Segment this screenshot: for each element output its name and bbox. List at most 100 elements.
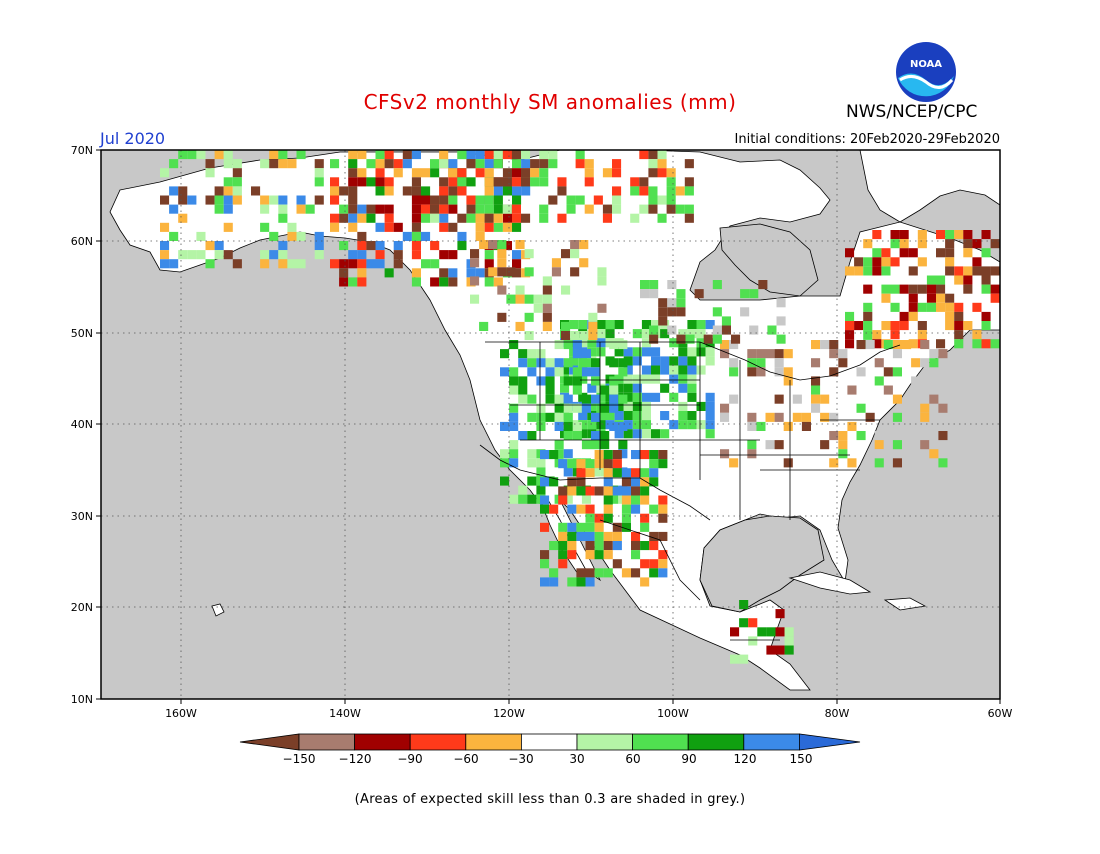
- anomaly-cell: [609, 403, 619, 413]
- anomaly-cell: [518, 431, 528, 441]
- anomaly-cell: [863, 266, 873, 276]
- anomaly-cell: [649, 459, 659, 469]
- anomaly-cell: [675, 186, 685, 196]
- anomaly-cell: [863, 321, 873, 331]
- anomaly-cell: [493, 222, 503, 232]
- legend-swatch-4: [465, 733, 522, 751]
- anomaly-cell: [585, 550, 595, 560]
- anomaly-cell: [775, 609, 785, 619]
- anomaly-cell: [929, 440, 939, 450]
- anomaly-cell: [223, 159, 233, 169]
- anomaly-cell: [623, 347, 633, 357]
- anomaly-cell: [639, 204, 649, 214]
- anomaly-cell: [287, 259, 297, 269]
- anomaly-cell: [687, 356, 697, 366]
- anomaly-cell: [448, 277, 458, 287]
- anomaly-cell: [260, 159, 270, 169]
- anomaly-cell: [847, 421, 857, 431]
- anomaly-cell: [594, 486, 604, 496]
- anomaly-cell: [591, 376, 601, 386]
- anomaly-cell: [558, 550, 568, 560]
- anomaly-cell: [749, 325, 759, 335]
- anomaly-cell: [585, 522, 595, 532]
- anomaly-cell: [640, 477, 650, 487]
- anomaly-cell: [533, 294, 543, 304]
- anomaly-cell: [393, 250, 403, 260]
- anomaly-cell: [551, 258, 561, 268]
- anomaly-cell: [160, 222, 170, 232]
- anomaly-cell: [649, 468, 659, 478]
- anomaly-cell: [676, 307, 686, 317]
- anomaly-cell: [563, 494, 573, 504]
- anomaly-cell: [214, 195, 224, 205]
- anomaly-cell: [536, 458, 546, 468]
- anomaly-cell: [623, 429, 633, 439]
- anomaly-cell: [890, 230, 900, 240]
- anomaly-cell: [612, 531, 622, 541]
- anomaly-cell: [484, 186, 494, 196]
- anomaly-cell: [357, 213, 367, 223]
- anomaly-cell: [330, 177, 340, 187]
- anomaly-cell: [567, 541, 577, 551]
- anomaly-cell: [479, 240, 489, 250]
- anomaly-cell: [892, 440, 902, 450]
- anomaly-cell: [251, 186, 261, 196]
- anomaly-cell: [566, 195, 576, 205]
- anomaly-cell: [603, 550, 613, 560]
- anomaly-cell: [439, 150, 449, 160]
- anomaly-cell: [612, 159, 622, 169]
- anomaly-cell: [649, 334, 659, 344]
- legend-label-30: 30: [569, 752, 585, 766]
- anomaly-cell: [375, 186, 385, 196]
- anomaly-cell: [612, 459, 622, 469]
- anomaly-cell: [621, 495, 631, 505]
- anomaly-cell: [411, 168, 421, 178]
- anomaly-cell: [511, 177, 521, 187]
- anomaly-cell: [497, 240, 507, 250]
- anomaly-cell: [558, 559, 568, 569]
- anomaly-cell: [705, 401, 715, 411]
- anomaly-cell: [357, 241, 367, 251]
- anomaly-cell: [539, 213, 549, 223]
- anomaly-cell: [908, 339, 918, 349]
- anomaly-cell: [890, 239, 900, 249]
- anomaly-cell: [641, 392, 651, 402]
- anomaly-cell: [572, 349, 582, 359]
- anomaly-cell: [515, 240, 525, 250]
- anomaly-cell: [740, 307, 750, 317]
- legend-swatch-2: [354, 733, 411, 751]
- anomaly-cell: [512, 259, 522, 269]
- anomaly-cell: [614, 347, 624, 357]
- anomaly-cell: [863, 257, 873, 267]
- anomaly-cell: [475, 222, 485, 232]
- anomaly-cell: [720, 340, 730, 350]
- anomaly-cell: [618, 421, 628, 431]
- anomaly-cell: [506, 267, 516, 277]
- anomaly-cell: [854, 321, 864, 331]
- anomaly-cell: [669, 392, 679, 402]
- anomaly-cell: [945, 257, 955, 267]
- anomaly-cell: [766, 645, 776, 655]
- anomaly-cell: [585, 459, 595, 469]
- anomaly-cell: [623, 420, 633, 430]
- legend-colorbar: [239, 733, 861, 751]
- anomaly-cell: [926, 302, 936, 312]
- anomaly-cell: [578, 320, 588, 330]
- anomaly-cell: [648, 168, 658, 178]
- anomaly-cell: [696, 320, 706, 330]
- anomaly-cell: [892, 412, 902, 422]
- anomaly-cell: [596, 392, 606, 402]
- anomaly-cell: [524, 294, 534, 304]
- anomaly-cell: [214, 150, 224, 160]
- anomaly-cell: [421, 186, 431, 196]
- anomaly-cell: [160, 250, 170, 260]
- anomaly-cell: [696, 420, 706, 430]
- legend-swatch-1: [298, 733, 355, 751]
- anomaly-cell: [260, 195, 270, 205]
- anomaly-cell: [448, 222, 458, 232]
- legend-label-m90: −90: [397, 752, 423, 766]
- anomaly-cell: [502, 150, 512, 160]
- anomaly-cell: [658, 495, 668, 505]
- anomaly-cell: [584, 177, 594, 187]
- anomaly-cell: [348, 277, 358, 287]
